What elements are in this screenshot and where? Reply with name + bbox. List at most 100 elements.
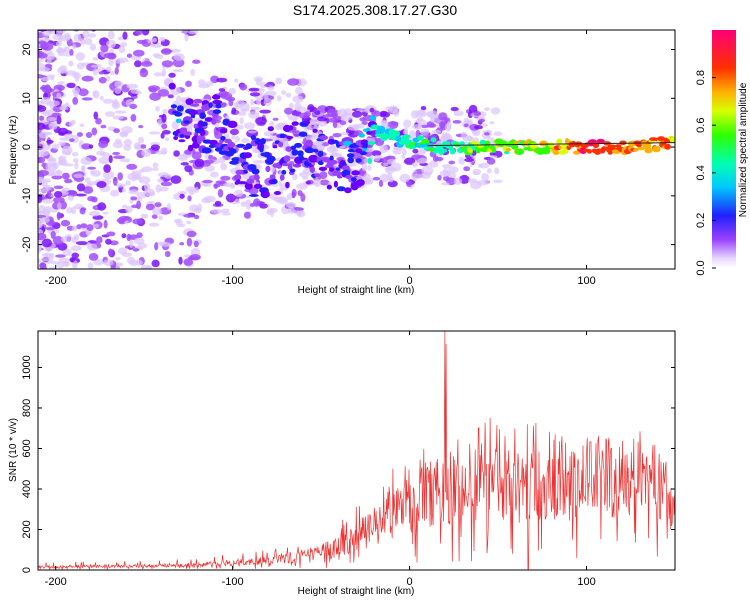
noise-blob — [120, 42, 128, 47]
noise-blob — [154, 202, 162, 208]
noise-blob — [124, 220, 129, 225]
noise-blob — [123, 138, 133, 147]
noise-blob — [42, 253, 49, 257]
noise-blob — [418, 110, 426, 116]
noise-blob — [73, 234, 80, 241]
ridge-blob — [170, 104, 177, 109]
noise-blob — [40, 77, 50, 81]
noise-blob — [148, 131, 161, 135]
noise-blob — [296, 78, 307, 87]
noise-blob — [104, 111, 116, 117]
ridge-blob — [253, 183, 263, 189]
noise-blob — [181, 30, 189, 34]
noise-blob — [314, 110, 321, 115]
ridge-blob — [176, 105, 184, 112]
noise-blob — [218, 156, 226, 164]
noise-blob — [450, 106, 459, 112]
noise-blob — [150, 144, 160, 151]
colorbar-tick-label: 0.8 — [695, 70, 707, 85]
noise-blob — [114, 80, 124, 88]
noise-blob — [106, 75, 110, 82]
noise-blob — [40, 265, 47, 269]
noise-blob — [38, 50, 41, 54]
ridge-blob — [183, 120, 190, 124]
noise-blob — [489, 151, 496, 156]
ridge-blob — [208, 139, 218, 145]
noise-blob — [51, 175, 63, 180]
noise-blob — [220, 162, 228, 171]
noise-blob — [328, 117, 338, 123]
noise-blob — [103, 52, 116, 59]
ridge-blob — [279, 133, 286, 139]
noise-blob — [339, 120, 347, 126]
noise-blob — [152, 167, 159, 171]
noise-blob — [186, 230, 197, 238]
noise-blob — [96, 150, 106, 156]
noise-blob — [46, 139, 54, 144]
noise-blob — [87, 166, 96, 170]
noise-blob — [92, 57, 99, 61]
noise-blob — [106, 231, 116, 237]
noise-blob — [38, 131, 49, 139]
noise-blob — [84, 38, 93, 45]
ridge-blob — [211, 118, 217, 125]
noise-blob — [193, 240, 199, 248]
noise-blob — [41, 238, 52, 248]
noise-blob — [112, 141, 124, 149]
noise-blob — [286, 202, 297, 209]
noise-blob — [49, 266, 56, 269]
noise-blob — [151, 259, 160, 268]
ridge-blob — [278, 141, 284, 148]
noise-blob — [178, 256, 183, 265]
ridge-blob — [435, 143, 444, 149]
ridge-blob — [199, 112, 207, 119]
noise-blob — [91, 196, 98, 203]
noise-blob — [83, 186, 94, 194]
noise-blob — [103, 219, 108, 229]
noise-blob — [57, 201, 62, 210]
ridge-blob — [657, 136, 666, 142]
noise-blob — [377, 155, 383, 159]
ridge-blob — [317, 150, 324, 158]
noise-blob — [81, 143, 92, 150]
ridge-blob — [305, 139, 313, 147]
noise-blob — [87, 243, 98, 251]
noise-blob — [402, 148, 407, 156]
noise-blob — [214, 200, 222, 207]
noise-blob — [90, 64, 99, 68]
noise-blob — [79, 38, 87, 45]
noise-blob — [71, 152, 79, 157]
noise-blob — [121, 188, 126, 193]
ridge-blob — [644, 147, 653, 154]
noise-blob — [128, 189, 139, 195]
ridge-blob — [362, 142, 368, 149]
ridge-blob — [214, 147, 223, 152]
noise-blob — [140, 144, 147, 149]
noise-blob — [66, 207, 73, 214]
noise-blob — [468, 104, 478, 114]
ridge-blob — [175, 118, 182, 124]
noise-blob — [184, 165, 193, 173]
noise-blob — [272, 117, 279, 121]
noise-blob — [141, 148, 152, 157]
noise-blob — [319, 179, 330, 186]
ridge-blob — [421, 138, 430, 145]
ridge-blob — [313, 148, 319, 153]
ridge-blob — [274, 191, 281, 195]
noise-blob — [87, 181, 98, 186]
noise-blob — [111, 101, 121, 110]
noise-blob — [245, 195, 251, 199]
noise-blob — [66, 82, 76, 89]
ridge-line — [427, 142, 675, 147]
noise-blob — [107, 30, 115, 40]
noise-blob — [481, 173, 489, 181]
noise-blob — [108, 248, 113, 257]
noise-blob — [59, 34, 71, 42]
ridge-blob — [402, 134, 411, 139]
noise-blob — [125, 205, 133, 214]
ridge-blob — [505, 147, 511, 152]
colorbar-gradient — [712, 30, 736, 268]
ridge-blob — [287, 163, 293, 170]
x-tick-label: 100 — [577, 576, 595, 588]
ridge-blob — [491, 147, 497, 153]
